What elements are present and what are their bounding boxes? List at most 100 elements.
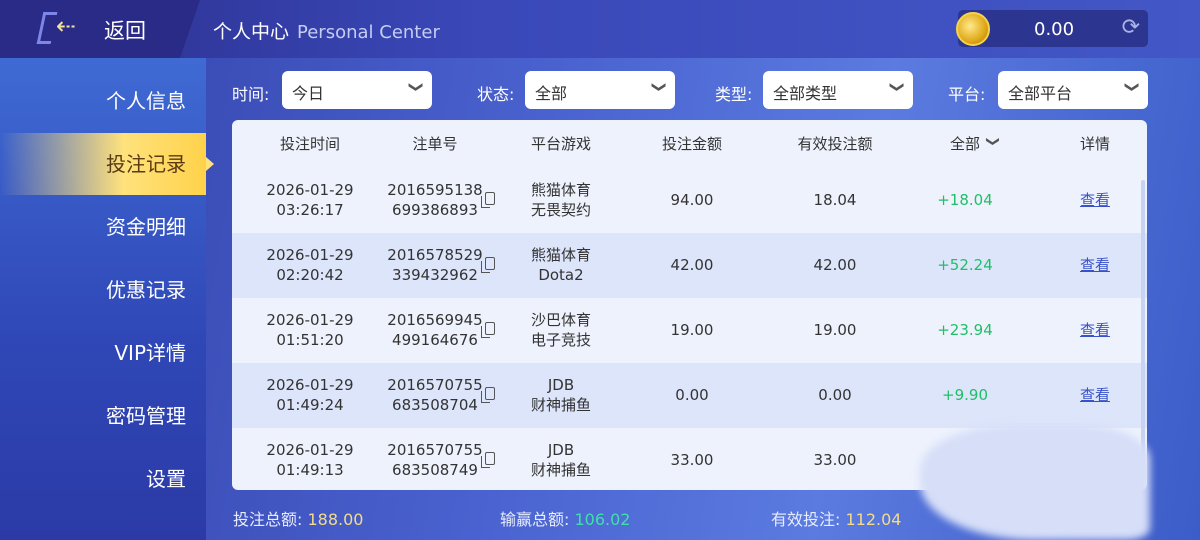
- page-title: 个人中心 Personal Center: [213, 17, 440, 44]
- bet-records-table: 投注时间 注单号 平台游戏 投注金额 有效投注额 全部 详情 ❯ 2026-01-29 03:2…: [232, 120, 1147, 490]
- valid-amount: 42.00: [813, 256, 857, 274]
- sidebar-item[interactable]: 设置: [146, 467, 186, 491]
- filter-select[interactable]: 全部平台 ❯: [998, 71, 1148, 109]
- bet-time: 2026-01-29 02:20:42: [266, 245, 353, 285]
- table-row: 2026-01-29 01:49:24 2016570755 683508704 JDB…: [232, 363, 1147, 428]
- win-loss: +18.04: [937, 191, 993, 209]
- copy-icon[interactable]: [481, 452, 495, 468]
- sidebar-item[interactable]: 密码管理: [106, 404, 186, 428]
- back-button[interactable]: ⇠ 返回: [0, 0, 200, 58]
- bet-time: 2026-01-29 03:26:17: [266, 180, 353, 220]
- column-header: 详情: [1079, 135, 1111, 153]
- back-arrow-icon: ⇠: [36, 12, 90, 44]
- copy-icon[interactable]: [481, 192, 495, 208]
- filter-select[interactable]: 今日 ❯: [282, 71, 432, 109]
- bet-time-line1: 2026-01-29: [266, 181, 354, 199]
- sidebar-item[interactable]: 优惠记录: [106, 278, 186, 302]
- bet-id-line1: 2016570755: [387, 441, 483, 459]
- sidebar-item[interactable]: 个人信息: [106, 89, 186, 113]
- scrollbar[interactable]: [1141, 180, 1145, 480]
- view-detail-link[interactable]: 查看: [1079, 386, 1111, 404]
- top-bar: ⇠ 返回 个人中心 Personal Center 0.00 ⟳: [0, 0, 1200, 58]
- platform-game: 沙巴体育 电子竞技: [531, 310, 591, 350]
- valid-bet-label: 有效投注:: [771, 510, 841, 529]
- valid-amount: 33.00: [813, 451, 857, 469]
- total-bet-value: 188.00: [307, 510, 364, 529]
- sidebar-item[interactable]: 投注记录: [0, 133, 214, 195]
- win-loss-value: 106.02: [574, 510, 631, 529]
- copy-icon[interactable]: [481, 257, 495, 273]
- bet-time-line1: 2026-01-29: [266, 246, 354, 264]
- bet-id-line1: 2016570755: [387, 376, 483, 394]
- view-detail-link[interactable]: 查看: [1079, 191, 1111, 209]
- bet-time-line2: 01:49:13: [276, 461, 344, 479]
- bet-time: 2026-01-29 01:51:20: [266, 310, 353, 350]
- table-header: 投注时间 注单号 平台游戏 投注金额 有效投注额 全部 详情 ❯: [232, 120, 1147, 168]
- win-loss: +9.90: [942, 386, 988, 404]
- back-label: 返回: [104, 19, 146, 43]
- platform-game: JDB 财神捕鱼: [531, 440, 591, 480]
- bet-time-line2: 01:51:20: [276, 331, 344, 349]
- column-header: 注单号: [412, 135, 458, 153]
- filter-value: 全部平台: [1008, 84, 1073, 103]
- filter-value: 今日: [292, 84, 325, 103]
- filter-label: 时间:: [232, 85, 270, 104]
- chevron-down-icon[interactable]: ❯: [984, 136, 1000, 147]
- bet-id: 2016569945 499164676: [387, 310, 482, 350]
- bet-time-line2: 01:49:24: [276, 396, 344, 414]
- bet-id-line2: 699386893: [392, 201, 478, 219]
- filter-label: 状态:: [477, 85, 515, 104]
- platform-game-line2: 电子竞技: [530, 331, 592, 349]
- copy-icon[interactable]: [481, 322, 495, 338]
- bet-time: 2026-01-29 01:49:24: [266, 375, 353, 415]
- footer-total-bet: 投注总额: 188.00: [233, 506, 363, 530]
- bet-id: 2016570755 683508704: [387, 375, 482, 415]
- bet-time-line1: 2026-01-29: [266, 376, 354, 394]
- column-header: 全部: [949, 135, 981, 153]
- platform-game: 熊猫体育 无畏契约: [531, 180, 591, 220]
- bet-id-line2: 683508749: [392, 461, 478, 479]
- refresh-icon[interactable]: ⟳: [1121, 15, 1140, 40]
- platform-game-line2: 财神捕鱼: [530, 461, 592, 479]
- platform-game-line1: JDB: [547, 441, 575, 459]
- column-header: 平台游戏: [530, 135, 592, 153]
- filter-label: 类型:: [715, 85, 753, 104]
- footer-win-loss: 输赢总额: 106.02: [500, 506, 630, 530]
- balance-box: 0.00 ⟳: [956, 10, 1148, 47]
- valid-amount: 0.00: [818, 386, 852, 404]
- filter-select[interactable]: 全部类型 ❯: [763, 71, 913, 109]
- obscured-region: [920, 425, 1150, 540]
- footer-valid-bet: 有效投注: 112.04: [771, 506, 901, 530]
- chevron-down-icon: ❯: [1124, 81, 1141, 93]
- bet-id: 2016578529 339432962: [387, 245, 482, 285]
- valid-bet-value: 112.04: [845, 510, 902, 529]
- platform-game-line2: 财神捕鱼: [530, 396, 592, 414]
- filter-select[interactable]: 全部 ❯: [525, 71, 675, 109]
- bet-time-line2: 03:26:17: [276, 201, 344, 219]
- sidebar-item[interactable]: 资金明细: [106, 215, 186, 239]
- bet-time: 2026-01-29 01:49:13: [266, 440, 353, 480]
- platform-game-line1: 熊猫体育: [530, 181, 592, 199]
- table-row: 2026-01-29 01:51:20 2016569945 499164676 沙巴体…: [232, 298, 1147, 363]
- win-loss: +52.24: [937, 256, 993, 274]
- chevron-down-icon: ❯: [408, 81, 425, 93]
- table-row: 2026-01-29 02:20:42 2016578529 339432962 熊猫体…: [232, 233, 1147, 298]
- sidebar-item[interactable]: VIP详情: [114, 341, 186, 365]
- bet-time-line2: 02:20:42: [276, 266, 344, 284]
- total-bet-label: 投注总额:: [233, 510, 303, 529]
- view-detail-link[interactable]: 查看: [1079, 256, 1111, 274]
- column-header: 投注时间: [279, 135, 341, 153]
- view-detail-link[interactable]: 查看: [1079, 321, 1111, 339]
- copy-icon[interactable]: [481, 387, 495, 403]
- bet-amount: 0.00: [675, 386, 709, 404]
- valid-amount: 18.04: [813, 191, 857, 209]
- platform-game-line1: JDB: [547, 376, 575, 394]
- platform-game: 熊猫体育 Dota2: [531, 245, 591, 285]
- filter-label: 平台:: [948, 85, 986, 104]
- chevron-down-icon: ❯: [889, 81, 906, 93]
- bet-id-line1: 2016569945: [387, 311, 483, 329]
- bet-id-line1: 2016595138: [387, 181, 483, 199]
- column-header: 有效投注额: [797, 135, 873, 153]
- platform-game-line2: 无畏契约: [530, 201, 592, 219]
- filter-value: 全部: [535, 84, 568, 103]
